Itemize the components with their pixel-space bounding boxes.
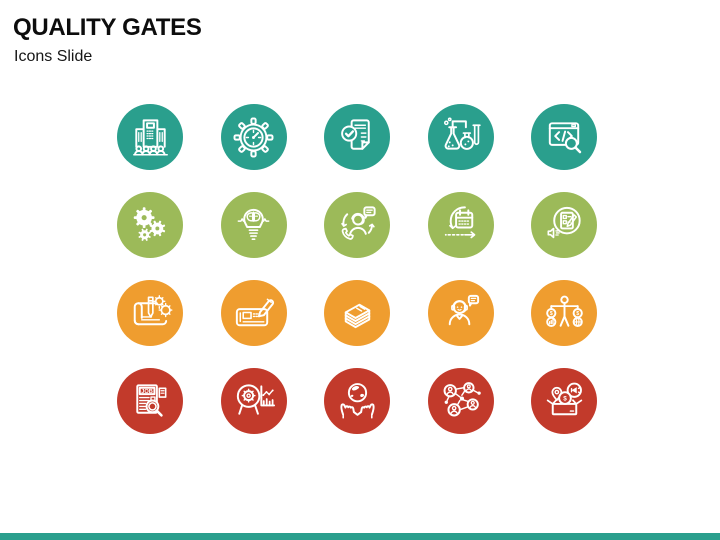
sprint-calendar-cycle-icon: [427, 192, 494, 258]
customer-support-call-icon: [324, 192, 390, 258]
svg-text:$: $: [576, 310, 579, 316]
survey-checklist-announce-icon: [531, 192, 597, 258]
money-stack-icon: [324, 280, 390, 346]
footer-bar: [0, 533, 720, 540]
people-network-icon: [427, 368, 494, 434]
job-search-icon: JOB: [117, 368, 183, 434]
hands-holding-globe-icon: [324, 368, 390, 434]
performance-gauge-gear-icon: [220, 104, 287, 170]
marketing-box-budget-icon: $: [531, 368, 597, 434]
approved-document-checklist-icon: [324, 104, 390, 170]
stylus-device-editing-icon: [220, 280, 287, 346]
lab-testing-flasks-icon: [427, 104, 494, 170]
creative-brain-bulb-icon: [220, 192, 287, 258]
svg-text:JOB: JOB: [141, 388, 153, 394]
blueprint-design-gears-icon: [117, 280, 183, 346]
icon-grid: $ $ JOB $: [117, 104, 597, 434]
svg-text:$: $: [563, 395, 567, 402]
support-agent-chat-icon: [427, 280, 494, 346]
organization-building-audience-icon: [117, 104, 183, 170]
slide-title: QUALITY GATES: [13, 14, 202, 41]
code-review-search-icon: [531, 104, 597, 170]
process-gears-icon: [117, 192, 183, 258]
svg-text:$: $: [549, 310, 552, 316]
financial-balance-person-icon: $ $: [531, 280, 597, 346]
analytical-mind-chart-icon: [220, 368, 287, 434]
slide-subtitle: Icons Slide: [14, 48, 93, 65]
